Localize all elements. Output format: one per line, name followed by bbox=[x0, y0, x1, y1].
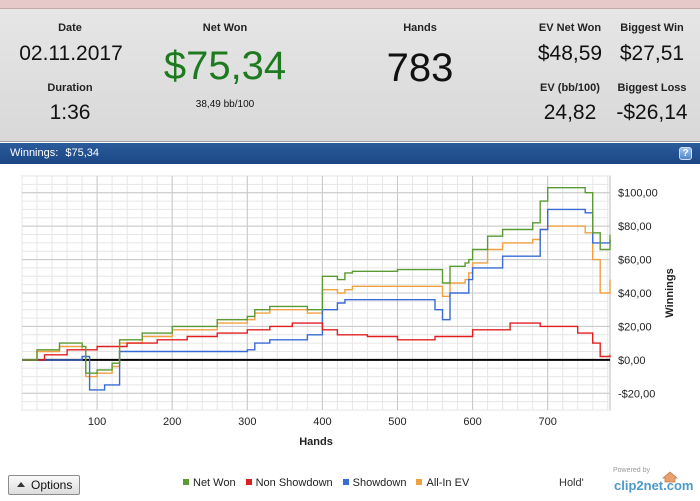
house-icon bbox=[662, 471, 678, 483]
series-line-net-won bbox=[22, 187, 611, 374]
winnings-title-value: $75,34 bbox=[65, 147, 100, 159]
biggest-loss-label: Biggest Loss bbox=[617, 82, 687, 94]
top-strip bbox=[0, 0, 700, 9]
x-tick-label: 200 bbox=[163, 416, 181, 428]
legend-label: All-In EV bbox=[426, 477, 470, 489]
winnings-title-label: Winnings: bbox=[10, 147, 59, 159]
biggest-loss-value: -$26,14 bbox=[616, 101, 688, 124]
brand-logo-text: clip2net.com bbox=[614, 478, 694, 493]
legend-swatch bbox=[183, 479, 189, 485]
legend-item-net-won[interactable]: Net Won bbox=[183, 477, 236, 489]
x-tick-label: 100 bbox=[88, 416, 106, 428]
x-tick-label: 700 bbox=[538, 416, 556, 428]
ev-net-won-value: $48,59 bbox=[537, 42, 603, 65]
triangle-up-icon bbox=[17, 482, 25, 487]
bb-per-100-value: 38,49 bb/100 bbox=[195, 99, 255, 110]
y-tick-label: $80,00 bbox=[618, 221, 652, 233]
x-tick-label: 400 bbox=[313, 416, 331, 428]
legend-item-all-in-ev[interactable]: All-In EV bbox=[416, 477, 469, 489]
net-won-label: Net Won bbox=[202, 22, 248, 34]
y-tick-label: $100,00 bbox=[618, 188, 658, 200]
duration-value: 1:36 bbox=[49, 101, 91, 124]
x-tick-label: 500 bbox=[388, 416, 406, 428]
winnings-title-bar: Winnings: $75,34 ? bbox=[0, 143, 700, 164]
legend-swatch bbox=[342, 479, 349, 485]
legend-item-non-showdown[interactable]: Non Showdown bbox=[245, 477, 333, 489]
options-label: Options bbox=[31, 478, 73, 492]
powered-by-label: Powered by bbox=[613, 467, 650, 474]
y-tick-label: $0,00 bbox=[618, 355, 646, 367]
duration-label: Duration bbox=[47, 82, 93, 94]
options-button[interactable]: Options bbox=[8, 475, 80, 495]
ev-net-won-label: EV Net Won bbox=[538, 22, 602, 34]
net-won-value: $75,34 bbox=[163, 44, 287, 88]
ev-bb-value: 24,82 bbox=[543, 101, 597, 124]
x-tick-label: 300 bbox=[238, 416, 256, 428]
winnings-chart: 100 200 300 400 500 600 700 -$20,00 $0,00 $20,00 $… bbox=[0, 164, 700, 466]
legend-label: Net Won bbox=[193, 477, 236, 489]
chart-legend: Net Won Non Showdown Showdown All-In EV bbox=[183, 477, 479, 489]
game-type-label: Hold' bbox=[559, 477, 584, 489]
date-label: Date bbox=[58, 22, 82, 34]
footer-bar: Options Net Won Non Showdown Showdown All-I… bbox=[0, 466, 700, 501]
y-tick-label: $20,00 bbox=[618, 321, 652, 333]
legend-label: Showdown bbox=[352, 477, 407, 489]
legend-label: Non Showdown bbox=[255, 477, 333, 489]
y-axis-label: Winnings bbox=[664, 268, 676, 317]
session-stats-panel: Date 02.11.2017 Duration 1:36 Net Won $7… bbox=[0, 9, 700, 142]
y-tick-label: -$20,00 bbox=[618, 388, 655, 400]
legend-swatch bbox=[245, 479, 252, 485]
legend-item-showdown[interactable]: Showdown bbox=[342, 477, 407, 489]
ev-bb-label: EV (bb/100) bbox=[540, 82, 600, 94]
biggest-win-value: $27,51 bbox=[619, 42, 685, 65]
hands-value: 783 bbox=[386, 46, 454, 90]
x-axis-label: Hands bbox=[299, 436, 333, 448]
legend-swatch bbox=[416, 479, 423, 485]
y-tick-label: $40,00 bbox=[618, 288, 652, 300]
y-tick-label: $60,00 bbox=[618, 255, 652, 267]
biggest-win-label: Biggest Win bbox=[620, 22, 684, 34]
date-value: 02.11.2017 bbox=[19, 42, 123, 65]
x-tick-label: 600 bbox=[463, 416, 481, 428]
hands-label: Hands bbox=[403, 22, 437, 34]
series-line-non-showdown bbox=[22, 322, 611, 361]
help-icon[interactable]: ? bbox=[679, 147, 692, 160]
winnings-chart-svg: 100 200 300 400 500 600 700 -$20,00 $0,00 $20,00 $… bbox=[21, 175, 676, 448]
